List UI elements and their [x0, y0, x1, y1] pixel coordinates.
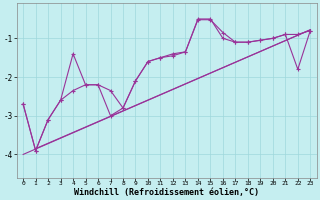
X-axis label: Windchill (Refroidissement éolien,°C): Windchill (Refroidissement éolien,°C) — [74, 188, 259, 197]
